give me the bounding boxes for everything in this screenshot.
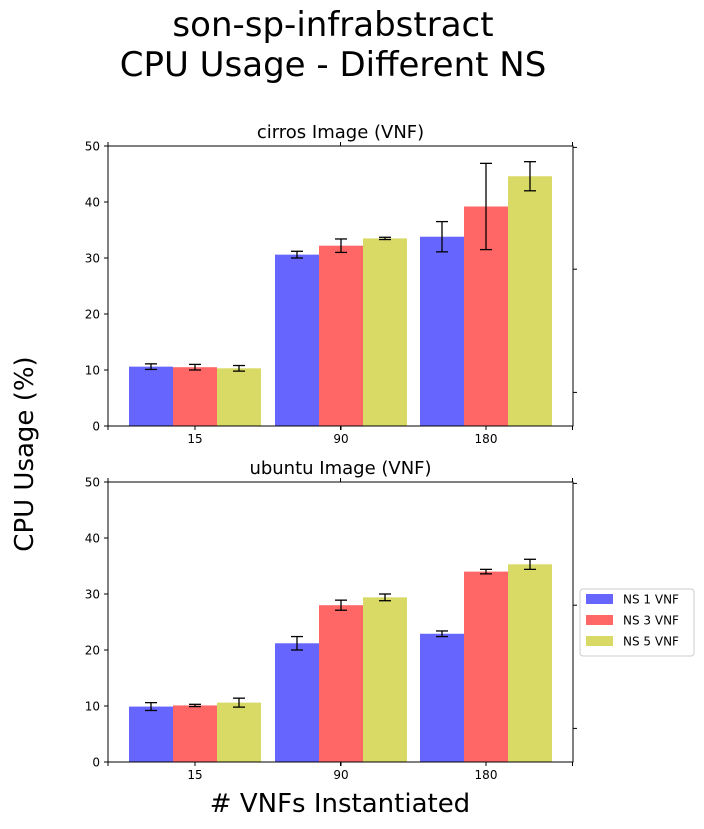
cirros-bar-ns1-180 (420, 236, 464, 426)
ubuntu-bar-ns3-180 (464, 571, 508, 762)
cirros-bar-ns5-90 (363, 238, 407, 426)
ubuntu-bar-ns3-15 (173, 705, 217, 762)
ubuntu-chart: ubuntu Image (VNF) 0 10 20 30 40 50 15 90 180 (85, 458, 577, 782)
ubuntu-errorbar-ns5-180 (524, 558, 536, 571)
legend-label-ns5: NS 5 VNF (623, 635, 679, 649)
ubuntu-x-tick-label: 15 (187, 768, 202, 782)
cirros-x-tick-label: 90 (333, 432, 348, 446)
legend-swatch-ns5 (586, 636, 613, 646)
ubuntu-errorbar-ns3-90 (335, 599, 347, 611)
legend-label-ns3: NS 3 VNF (623, 614, 679, 628)
ubuntu-y-tick-label: 40 (85, 532, 100, 546)
cirros-y-tick-label: 50 (85, 140, 100, 154)
cirros-bar-ns3-90 (319, 245, 363, 426)
ubuntu-errorbar-ns5-15 (233, 697, 245, 708)
cirros-chart-title: cirros Image (VNF) (257, 122, 424, 143)
legend-swatch-ns1 (586, 594, 613, 604)
cirros-bar-ns5-180 (508, 176, 552, 426)
suptitle-line2: CPU Usage - Different NS (120, 45, 547, 85)
ubuntu-errorbar-ns3-15 (189, 703, 201, 708)
ubuntu-errorbar-ns1-180 (436, 630, 448, 638)
ubuntu-bar-ns5-90 (363, 597, 407, 762)
ubuntu-errorbar-ns1-90 (291, 635, 303, 651)
ubuntu-bar-ns1-15 (129, 706, 173, 762)
cirros-errorbar-ns5-180 (524, 161, 536, 192)
legend-label-ns1: NS 1 VNF (623, 593, 679, 607)
cirros-errorbar-ns5-15 (233, 364, 245, 372)
cirros-bar-ns1-90 (275, 254, 319, 426)
cirros-errorbar-ns3-90 (335, 238, 347, 254)
cirros-y-tick-label: 30 (85, 252, 100, 266)
cirros-x-tick-label: 15 (187, 432, 202, 446)
cirros-errorbar-ns3-180 (480, 162, 492, 251)
cirros-errorbar-ns1-15 (145, 363, 157, 371)
ubuntu-bar-ns5-180 (508, 564, 552, 762)
cirros-chart: cirros Image (VNF) 0 10 20 30 40 50 15 90 180 (85, 122, 577, 446)
cirros-bar-ns1-15 (129, 366, 173, 426)
ubuntu-errorbar-ns1-15 (145, 701, 157, 712)
ubuntu-y-tick-label: 0 (92, 756, 100, 770)
cirros-errorbar-ns1-180 (436, 220, 448, 253)
y-axis-label: CPU Usage (%) (10, 356, 40, 551)
ubuntu-bar-ns1-180 (420, 633, 464, 762)
ubuntu-errorbar-ns5-90 (379, 593, 391, 602)
ubuntu-y-tick-label: 10 (85, 700, 100, 714)
cirros-y-tick-label: 10 (85, 364, 100, 378)
ubuntu-y-tick-label: 50 (85, 476, 100, 490)
ubuntu-bar-ns3-90 (319, 605, 363, 762)
legend-swatch-ns3 (586, 615, 613, 625)
cirros-errorbar-ns3-15 (189, 363, 201, 371)
ubuntu-y-tick-label: 20 (85, 644, 100, 658)
cirros-y-tick-label: 40 (85, 196, 100, 210)
cirros-y-tick-label: 20 (85, 308, 100, 322)
cirros-errorbar-ns1-90 (291, 250, 303, 259)
ubuntu-errorbar-ns3-180 (480, 568, 492, 575)
suptitle-line1: son-sp-infrabstract (172, 5, 493, 45)
ubuntu-bar-ns1-90 (275, 643, 319, 762)
ubuntu-x-tick-label: 90 (333, 768, 348, 782)
cirros-errorbar-ns5-90 (379, 236, 391, 241)
cirros-bar-ns3-15 (173, 367, 217, 426)
cirros-bar-ns5-15 (217, 368, 261, 426)
legend: NS 1 VNF NS 3 VNF NS 5 VNF (579, 588, 695, 657)
ubuntu-bar-ns5-15 (217, 702, 261, 762)
ubuntu-x-tick-label: 180 (475, 768, 498, 782)
ubuntu-chart-title: ubuntu Image (VNF) (249, 458, 431, 479)
ubuntu-y-tick-label: 30 (85, 588, 100, 602)
cirros-y-tick-label: 0 (92, 420, 100, 434)
cirros-x-tick-label: 180 (475, 432, 498, 446)
x-axis-label: # VNFs Instantiated (210, 789, 470, 819)
